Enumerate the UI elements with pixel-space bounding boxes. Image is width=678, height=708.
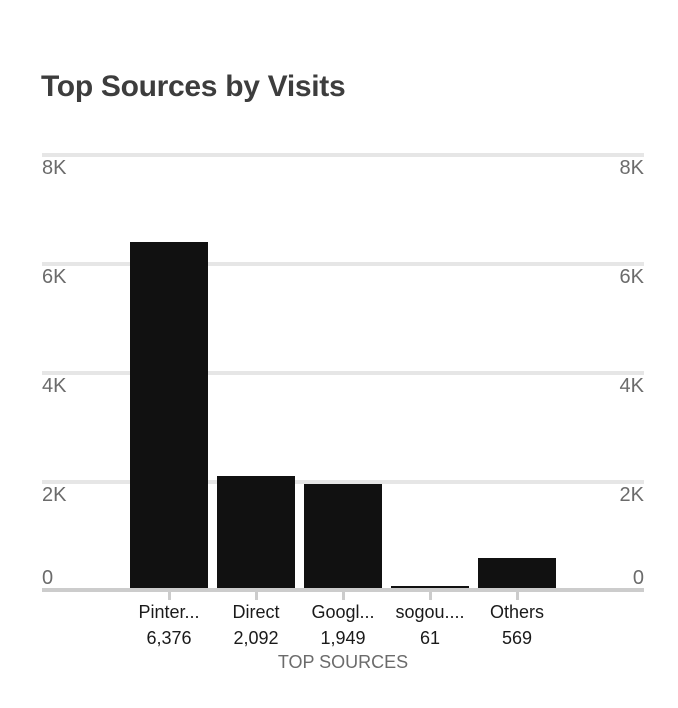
value-label: 61 bbox=[419, 628, 441, 648]
x-label-sogou: sogou.... 61 bbox=[385, 599, 475, 651]
y-tick-right-6k: 6K bbox=[619, 266, 644, 288]
category-label: Others bbox=[489, 602, 545, 622]
bar-google[interactable] bbox=[304, 484, 382, 590]
value-label: 569 bbox=[501, 628, 533, 648]
y-tick-right-4k: 4K bbox=[619, 375, 644, 397]
category-label: Direct bbox=[232, 602, 280, 622]
y-tick-left-0: 0 bbox=[42, 567, 54, 589]
category-label: Googl... bbox=[311, 602, 375, 622]
y-tick-right-0: 0 bbox=[632, 567, 644, 589]
x-tick-mark bbox=[255, 592, 258, 600]
y-tick-left-2k: 2K bbox=[42, 484, 67, 506]
category-label: Pinter... bbox=[138, 602, 200, 622]
gridline-4k bbox=[42, 371, 644, 375]
y-tick-left-8k: 8K bbox=[42, 157, 67, 179]
y-tick-left-6k: 6K bbox=[42, 266, 67, 288]
x-label-pinterest: Pinter... 6,376 bbox=[124, 599, 214, 651]
x-label-direct: Direct 2,092 bbox=[211, 599, 301, 651]
x-axis-line bbox=[42, 588, 644, 592]
gridline-6k bbox=[42, 262, 644, 266]
value-label: 1,949 bbox=[320, 628, 366, 648]
y-tick-right-8k: 8K bbox=[619, 157, 644, 179]
x-tick-mark bbox=[342, 592, 345, 600]
x-tick-mark bbox=[168, 592, 171, 600]
category-label: sogou.... bbox=[395, 602, 465, 622]
chart-title: Top Sources by Visits bbox=[41, 70, 346, 103]
y-tick-left-4k: 4K bbox=[42, 375, 67, 397]
bar-others[interactable] bbox=[478, 558, 556, 590]
value-label: 6,376 bbox=[146, 628, 192, 648]
x-label-google: Googl... 1,949 bbox=[298, 599, 388, 651]
x-tick-mark bbox=[429, 592, 432, 600]
x-axis-title: TOP SOURCES bbox=[277, 652, 409, 672]
gridline-8k bbox=[42, 153, 644, 157]
x-label-others: Others 569 bbox=[472, 599, 562, 651]
x-tick-mark bbox=[516, 592, 519, 600]
bar-pinterest[interactable] bbox=[130, 242, 208, 590]
value-label: 2,092 bbox=[233, 628, 279, 648]
y-tick-right-2k: 2K bbox=[619, 484, 644, 506]
gridline-2k bbox=[42, 480, 644, 484]
bar-direct[interactable] bbox=[217, 476, 295, 590]
